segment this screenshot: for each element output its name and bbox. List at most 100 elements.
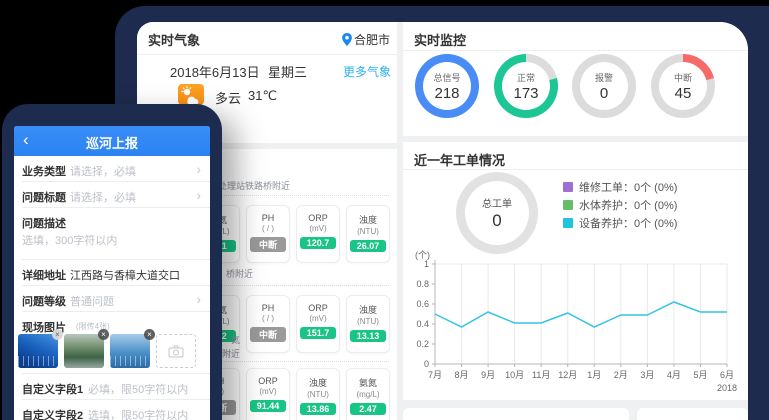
field-address[interactable]: 详细地址 江西路与香樟大道交口 <box>14 260 210 286</box>
bottom-panel-left <box>403 408 629 420</box>
sensor-card: ORP (mV) 120.7 <box>296 205 340 263</box>
field-biz-type[interactable]: 业务类型 请选择，必填 › <box>14 156 210 182</box>
city-selector[interactable]: 合肥市 <box>342 31 390 48</box>
legend-device-care: 设备养护：0个 (0%) <box>563 218 677 230</box>
station-name: 附近 <box>222 349 241 359</box>
tablet-frame: 实时气象 合肥市 2018年6月13日 星期三 更多气象 多云 31℃ 实时监控 <box>115 6 769 420</box>
sensor-status-badge: 中断 <box>250 237 286 252</box>
divider <box>137 54 397 55</box>
gauge-ring <box>651 54 715 118</box>
gauge-value: 218 <box>434 84 460 102</box>
divider <box>403 50 748 51</box>
orders-line-chart: 0 0.2 0.4 0.6 0.8 1(个) 7月 8月 9月 10月 11月 12月 1月 2月 3月 4月… <box>415 250 737 393</box>
weather-title: 实时气象 <box>148 33 201 48</box>
chevron-right-icon: › <box>196 161 201 177</box>
gauge-value: 0 <box>599 84 609 102</box>
sensor-value-badge: 13.86 <box>300 403 336 415</box>
gauge-ring <box>494 54 558 118</box>
photo-thumbnail[interactable]: × <box>18 329 63 368</box>
photo-thumbnail[interactable]: × <box>110 329 155 368</box>
field-issue-level[interactable]: 问题等级 普通问题 › <box>14 286 210 312</box>
sensor-value-badge: 120.7 <box>300 237 336 249</box>
bottom-panel-right <box>637 408 748 420</box>
custom1-placeholder: 必填，限50字符以内 <box>88 384 189 396</box>
photos-limit-hint: (限传4张) <box>76 322 110 331</box>
sensor-card: PH( / )中断 <box>246 295 290 353</box>
gauge-alarm: 报警 0 <box>572 54 636 118</box>
gauge-interrupted: 中断 45 <box>651 54 715 118</box>
gauge-label: 中断 <box>673 72 692 83</box>
custom2-placeholder: 选填，限50字符以内 <box>88 410 189 420</box>
add-photo-button[interactable] <box>156 334 196 368</box>
phone-frame: ‹ 巡河上报 业务类型 请选择，必填 › 问题标题 请选择，必填 › 问题描述 … <box>2 104 222 420</box>
biz-type-placeholder: 请选择，必填 <box>70 166 136 178</box>
weather-temperature: 31℃ <box>248 88 278 103</box>
dotted-divider <box>145 285 389 286</box>
gauge-value: 45 <box>674 84 692 102</box>
legend-swatch <box>563 218 573 228</box>
delete-photo-icon[interactable]: × <box>98 329 109 340</box>
field-custom1[interactable]: 自定义字段1 必填，限50字符以内 <box>14 374 210 400</box>
weather-date: 2018年6月13日 <box>170 65 260 80</box>
svg-text:6月: 6月 <box>720 370 734 380</box>
delete-photo-icon[interactable]: × <box>52 329 63 340</box>
svg-text:(个): (个) <box>415 250 430 260</box>
legend-repair: 维修工单：0个 (0%) <box>563 182 677 194</box>
chevron-right-icon: › <box>196 187 201 203</box>
sensor-status-badge: 中断 <box>250 327 286 342</box>
back-chevron-icon[interactable]: ‹ <box>23 130 29 149</box>
svg-text:11月: 11月 <box>532 370 550 380</box>
sensor-card: 氨氮 (mg/L) 2.47 <box>346 368 390 420</box>
sensor-card: 浊度 (NTU) 13.13 <box>346 295 390 353</box>
sensor-card: 浊度 (NTU) 13.86 <box>296 368 340 420</box>
total-orders-ring <box>456 172 538 254</box>
weather-weekday: 星期三 <box>268 65 308 80</box>
svg-text:1月: 1月 <box>587 370 601 380</box>
svg-text:4月: 4月 <box>667 370 681 380</box>
svg-text:2018: 2018 <box>717 383 737 393</box>
delete-photo-icon[interactable]: × <box>144 329 155 340</box>
svg-text:0: 0 <box>424 359 429 369</box>
issue-desc-placeholder: 选填，300字符以内 <box>22 235 118 247</box>
dotted-divider <box>145 361 389 362</box>
svg-text:0.8: 0.8 <box>416 279 429 289</box>
sensor-value-badge: 2.47 <box>350 403 386 415</box>
sensor-card: ORP (mV) 91.44 <box>246 368 290 420</box>
station-name: 氮 <box>231 335 241 345</box>
location-pin-icon <box>342 33 352 46</box>
phone-header: ‹ 巡河上报 <box>14 126 210 156</box>
issue-level-value: 普通问题 <box>70 296 114 308</box>
field-photos: 现场图片 (限传4张) × × × <box>14 312 210 374</box>
svg-text:7月: 7月 <box>428 370 442 380</box>
svg-text:0.6: 0.6 <box>416 299 429 309</box>
divider <box>403 169 748 170</box>
svg-text:9月: 9月 <box>481 370 495 380</box>
more-weather-link[interactable]: 更多气象 <box>342 65 391 79</box>
gauge-ring <box>415 54 479 118</box>
weather-condition: 多云 <box>215 91 242 106</box>
legend-swatch <box>563 200 573 210</box>
sensor-value-badge: 91.44 <box>250 400 286 412</box>
workorders-title: 近一年工单情况 <box>414 153 506 168</box>
svg-text:10月: 10月 <box>505 370 524 380</box>
gauge-value: 173 <box>513 84 539 102</box>
sensor-card: PH( / )中断 <box>246 205 290 263</box>
gauge-ring <box>572 54 636 118</box>
svg-text:2月: 2月 <box>614 370 628 380</box>
field-issue-desc[interactable]: 问题描述 选填，300字符以内 <box>14 208 210 260</box>
gauge-total-signal: 总信号 218 <box>415 54 479 118</box>
sensor-value-badge: 13.13 <box>350 330 386 342</box>
sensor-card: ORP (mV) 151.7 <box>296 295 340 353</box>
station-name: 处理站铁路桥附近 <box>218 181 291 191</box>
field-custom2[interactable]: 自定义字段2 选填，限50字符以内 <box>14 400 210 420</box>
camera-icon <box>168 345 184 357</box>
stations-panel: 处理站铁路桥附近 氨氮(mg/L)1.71 PH( / )中断 ORP(mV)1… <box>137 149 397 420</box>
svg-text:0.4: 0.4 <box>416 319 429 329</box>
sensor-card: 浊度 (NTU) 26.07 <box>346 205 390 263</box>
chevron-right-icon: › <box>196 291 201 307</box>
photo-thumbnail[interactable]: × <box>64 329 109 368</box>
svg-text:8月: 8月 <box>455 370 469 380</box>
phone-page-title: 巡河上报 <box>85 136 138 151</box>
phone-screen: ‹ 巡河上报 业务类型 请选择，必填 › 问题标题 请选择，必填 › 问题描述 … <box>14 126 210 420</box>
field-issue-title[interactable]: 问题标题 请选择，必填 › <box>14 182 210 208</box>
